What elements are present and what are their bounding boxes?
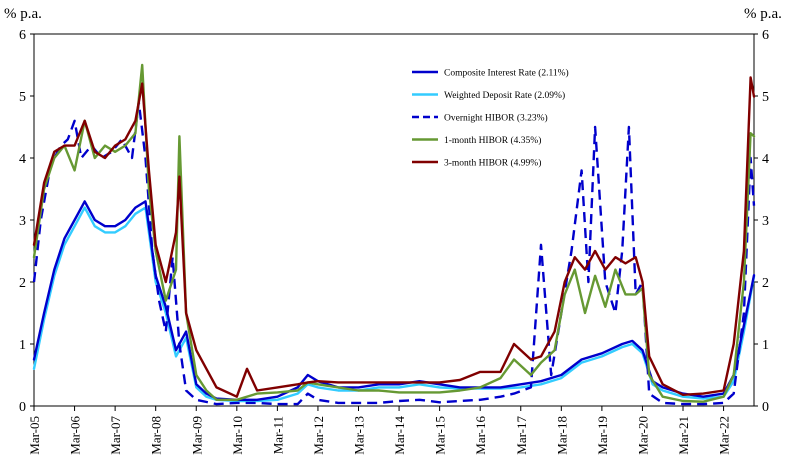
x-tick-label: Mar-21 (676, 416, 691, 455)
legend-label-4: 1-month HIBOR (4.35%) (444, 135, 541, 146)
x-tick-label: Mar-17 (514, 416, 529, 455)
x-tick-label: Mar-08 (149, 416, 164, 455)
legend-label-2: Weighted Deposit Rate (2.09%) (444, 90, 565, 101)
left-y-tick-label: 1 (19, 338, 26, 353)
left-y-tick-label: 6 (19, 28, 26, 43)
x-tick-label: Mar-12 (311, 416, 326, 455)
right-y-tick-label: 2 (762, 276, 769, 291)
x-tick-label: Mar-20 (635, 416, 650, 455)
left-y-tick-label: 2 (19, 276, 26, 291)
series-line-2 (32, 206, 756, 403)
series-line-1 (32, 200, 756, 401)
left-y-tick-label: 0 (19, 400, 26, 415)
x-tick-label: Mar-18 (554, 416, 569, 455)
left-y-tick-label: 3 (19, 214, 26, 229)
x-tick-label: Mar-06 (68, 416, 83, 455)
x-tick-label: Mar-15 (433, 416, 448, 455)
legend-label-5: 3-month HIBOR (4.99%) (444, 158, 541, 169)
x-tick-label: Mar-09 (189, 416, 204, 455)
left-y-unit-label: % p.a. (4, 6, 42, 22)
x-tick-label: Mar-11 (270, 416, 285, 454)
right-y-tick-label: 0 (762, 400, 769, 415)
x-tick-label: Mar-07 (108, 416, 123, 455)
right-y-tick-label: 1 (762, 338, 769, 353)
legend-label-1: Composite Interest Rate (2.11%) (444, 68, 569, 79)
right-y-unit-label: % p.a. (744, 6, 782, 22)
right-y-tick-label: 3 (762, 214, 769, 229)
x-tick-label: Mar-10 (230, 416, 245, 455)
x-tick-label: Mar-05 (27, 416, 42, 455)
left-y-tick-label: 5 (19, 90, 26, 105)
left-y-tick-label: 4 (19, 152, 26, 167)
right-y-tick-label: 6 (762, 28, 769, 43)
right-y-tick-label: 5 (762, 90, 769, 105)
x-tick-label: Mar-19 (595, 416, 610, 455)
series-line-5 (32, 76, 756, 398)
x-tick-label: Mar-16 (473, 416, 488, 455)
x-tick-label: Mar-22 (717, 416, 732, 455)
series-line-4 (32, 63, 756, 403)
right-y-tick-label: 4 (762, 152, 769, 167)
x-tick-label: Mar-14 (392, 416, 407, 455)
legend-label-3: Overnight HIBOR (3.23%) (444, 113, 548, 124)
x-tick-label: Mar-13 (352, 416, 367, 455)
